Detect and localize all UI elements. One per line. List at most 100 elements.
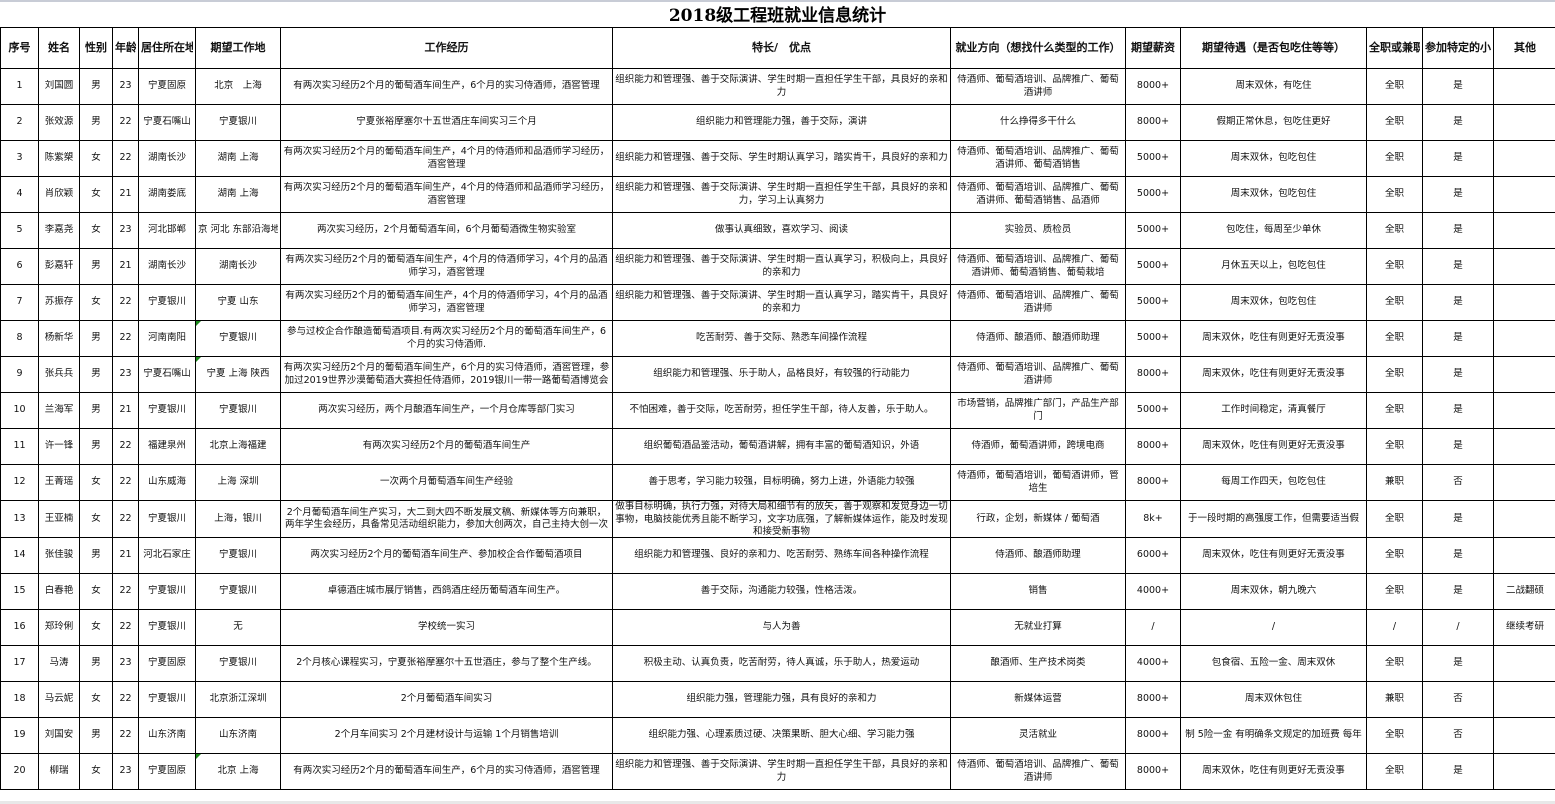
cell-name[interactable]: 李嘉尧 (38, 212, 80, 249)
cell-fulltime-parttime[interactable]: 兼职 (1366, 464, 1423, 501)
cell-other[interactable] (1493, 68, 1555, 105)
header-col-name[interactable]: 姓名 (38, 27, 80, 69)
cell-other[interactable] (1493, 356, 1555, 393)
header-col-career-direction[interactable]: 就业方向（想找什么类型的工作） (950, 27, 1126, 69)
cell-desired-benefits[interactable]: 包食宿、五险一金、周末双休 (1180, 645, 1367, 682)
cell-gender[interactable]: 男 (79, 717, 113, 754)
cell-desired-benefits[interactable]: 包吃住，每周至少单休 (1180, 212, 1367, 249)
cell-age[interactable]: 22 (112, 464, 139, 501)
cell-name[interactable]: 刘国安 (38, 717, 80, 754)
cell-name[interactable]: 彭嘉轩 (38, 248, 80, 285)
cell-fulltime-parttime[interactable]: 全职 (1366, 717, 1423, 754)
header-col-strengths[interactable]: 特长/ 优点 (612, 27, 951, 69)
cell-desired-salary[interactable]: 8000+ (1125, 428, 1181, 465)
cell-desired-salary[interactable]: 8000+ (1125, 464, 1181, 501)
cell-other[interactable] (1493, 212, 1555, 249)
cell-desired-salary[interactable]: 5000+ (1125, 320, 1181, 357)
cell-age[interactable]: 22 (112, 140, 139, 177)
cell-desired-benefits[interactable]: 周末双休，包吃包住 (1180, 284, 1367, 321)
cell-gender[interactable]: 男 (79, 356, 113, 393)
cell-other[interactable] (1493, 284, 1555, 321)
horizontal-scrollbar[interactable] (0, 801, 1555, 804)
cell-desired-benefits[interactable]: 制 5险一金 有明确条文规定的加班费 每年 (1180, 717, 1367, 754)
cell-index[interactable]: 4 (0, 176, 39, 213)
cell-work-experience[interactable]: 有两次实习经历2个月的葡萄酒车间生产，6个月的实习侍酒师，酒窖管理，参加过201… (280, 356, 613, 393)
cell-desired-salary[interactable]: 4000+ (1125, 573, 1181, 610)
cell-join-specific[interactable]: 是 (1422, 140, 1494, 177)
cell-work-experience[interactable]: 有两次实习经历2个月的葡萄酒车间生产，4个月的侍酒师和品酒师学习经历，酒窖管理 (280, 176, 613, 213)
cell-career-direction[interactable]: 侍酒师、葡萄酒培训、品牌推广、葡萄酒讲师、葡萄酒销售 (950, 140, 1126, 177)
header-col-index[interactable]: 序号 (0, 27, 39, 69)
cell-work-experience[interactable]: 两次实习经历，两个月酿酒车间生产，一个月仓库等部门实习 (280, 392, 613, 429)
cell-age[interactable]: 23 (112, 356, 139, 393)
cell-other[interactable] (1493, 320, 1555, 357)
cell-career-direction[interactable]: 侍酒师、酿酒师、酿酒师助理 (950, 320, 1126, 357)
cell-age[interactable]: 23 (112, 212, 139, 249)
cell-age[interactable]: 22 (112, 428, 139, 465)
cell-career-direction[interactable]: 无就业打算 (950, 609, 1126, 646)
cell-residence[interactable]: 山东济南 (138, 717, 196, 754)
cell-career-direction[interactable]: 行政，企划，新媒体 / 葡萄酒 (950, 500, 1126, 538)
cell-join-specific[interactable]: / (1422, 609, 1494, 646)
cell-desired-location[interactable]: 宁夏 上海 陕西 (195, 356, 281, 393)
cell-age[interactable]: 22 (112, 609, 139, 646)
cell-desired-salary[interactable]: 5000+ (1125, 140, 1181, 177)
cell-strengths[interactable]: 组织能力和管理强、善于交际演讲、学生时期一直认真学习，踏实肯干，具良好的亲和力 (612, 284, 951, 321)
cell-fulltime-parttime[interactable]: 全职 (1366, 320, 1423, 357)
cell-residence[interactable]: 宁夏固原 (138, 645, 196, 682)
cell-desired-benefits[interactable]: 每周工作四天，包吃包住 (1180, 464, 1367, 501)
cell-index[interactable]: 12 (0, 464, 39, 501)
cell-career-direction[interactable]: 什么挣得多干什么 (950, 104, 1126, 141)
cell-index[interactable]: 17 (0, 645, 39, 682)
cell-join-specific[interactable]: 是 (1422, 645, 1494, 682)
cell-desired-location[interactable]: 宁夏银川 (195, 392, 281, 429)
cell-desired-salary[interactable]: 5000+ (1125, 176, 1181, 213)
cell-fulltime-parttime[interactable]: 全职 (1366, 428, 1423, 465)
cell-join-specific[interactable]: 是 (1422, 284, 1494, 321)
cell-fulltime-parttime[interactable]: 全职 (1366, 104, 1423, 141)
cell-desired-salary[interactable]: 6000+ (1125, 537, 1181, 574)
cell-desired-salary[interactable]: / (1125, 609, 1181, 646)
cell-desired-benefits[interactable]: 月休五天以上，包吃包住 (1180, 248, 1367, 285)
cell-age[interactable]: 21 (112, 248, 139, 285)
cell-name[interactable]: 马涛 (38, 645, 80, 682)
cell-fulltime-parttime[interactable]: 全职 (1366, 284, 1423, 321)
cell-work-experience[interactable]: 2个月葡萄酒车间生产实习，大二到大四不断发展文稿、新媒体等方向兼职，两年学生会经… (280, 500, 613, 538)
cell-desired-location[interactable]: 宁夏 山东 (195, 284, 281, 321)
cell-other[interactable] (1493, 537, 1555, 574)
cell-gender[interactable]: 男 (79, 645, 113, 682)
cell-work-experience[interactable]: 有两次实习经历2个月的葡萄酒车间生产，4个月的侍酒师和品酒师学习经历，酒窖管理 (280, 140, 613, 177)
cell-other[interactable] (1493, 681, 1555, 718)
cell-work-experience[interactable]: 宁夏张裕摩塞尔十五世酒庄车间实习三个月 (280, 104, 613, 141)
cell-strengths[interactable]: 组织能力和管理强、善于交际演讲、学生时期一直认真学习，积极向上，具良好的亲和力 (612, 248, 951, 285)
cell-residence[interactable]: 宁夏固原 (138, 753, 196, 790)
cell-desired-salary[interactable]: 5000+ (1125, 248, 1181, 285)
cell-strengths[interactable]: 组织能力和管理强、善于交际、学生时期认真学习，踏实肯干，具良好的亲和力 (612, 140, 951, 177)
cell-desired-benefits[interactable]: 周末双休，朝九晚六 (1180, 573, 1367, 610)
cell-age[interactable]: 22 (112, 573, 139, 610)
header-col-age[interactable]: 年龄 (112, 27, 139, 69)
cell-desired-benefits[interactable]: 周末双休包住 (1180, 681, 1367, 718)
cell-gender[interactable]: 女 (79, 609, 113, 646)
cell-age[interactable]: 22 (112, 500, 139, 538)
cell-career-direction[interactable]: 侍酒师，葡萄酒培训，葡萄酒讲师，管培生 (950, 464, 1126, 501)
cell-residence[interactable]: 山东威海 (138, 464, 196, 501)
cell-index[interactable]: 10 (0, 392, 39, 429)
cell-other[interactable] (1493, 104, 1555, 141)
cell-residence[interactable]: 宁夏银川 (138, 573, 196, 610)
cell-name[interactable]: 陈紫槊 (38, 140, 80, 177)
cell-other[interactable]: 继续考研 (1493, 609, 1555, 646)
cell-desired-location[interactable]: 上海，银川 (195, 500, 281, 538)
cell-residence[interactable]: 宁夏石嘴山 (138, 104, 196, 141)
cell-strengths[interactable]: 做事认真细致，喜欢学习、阅读 (612, 212, 951, 249)
cell-residence[interactable]: 湖南长沙 (138, 248, 196, 285)
cell-join-specific[interactable]: 是 (1422, 392, 1494, 429)
cell-name[interactable]: 刘国圆 (38, 68, 80, 105)
cell-fulltime-parttime[interactable]: 兼职 (1366, 681, 1423, 718)
cell-index[interactable]: 20 (0, 753, 39, 790)
cell-strengths[interactable]: 组织能力强、心理素质过硬、决策果断、胆大心细、学习能力强 (612, 717, 951, 754)
cell-fulltime-parttime[interactable]: 全职 (1366, 392, 1423, 429)
header-col-gender[interactable]: 性别 (79, 27, 113, 69)
cell-index[interactable]: 6 (0, 248, 39, 285)
cell-career-direction[interactable]: 市场营销，品牌推广部门，产品生产部门 (950, 392, 1126, 429)
